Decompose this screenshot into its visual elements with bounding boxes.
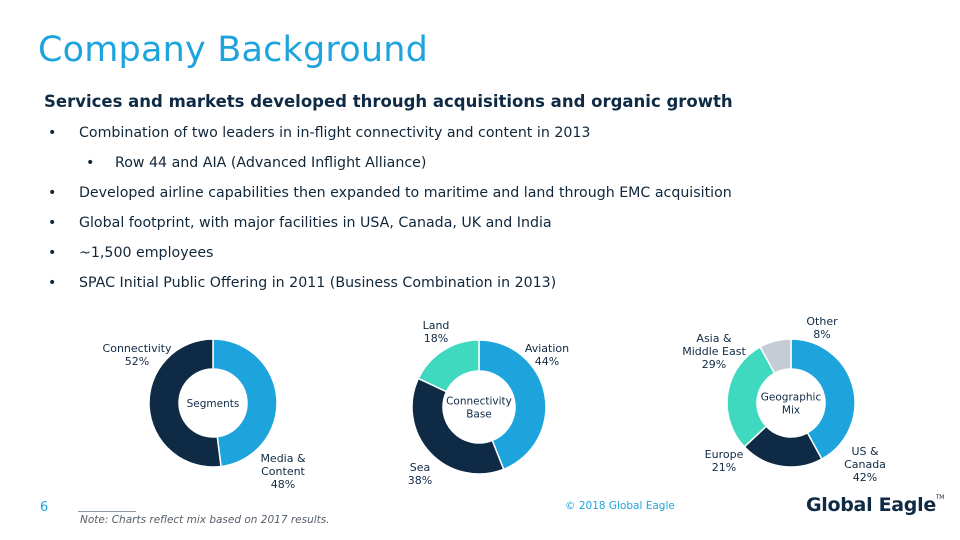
bullet-text: Combination of two leaders in in-flight …	[79, 125, 591, 141]
bullet-text: Row 44 and AIA (Advanced Inflight Allian…	[115, 155, 427, 171]
footnote-rule	[78, 511, 136, 512]
slice-label-line: 42%	[853, 471, 877, 484]
bullet-item: • Developed airline capabilities then exp…	[44, 184, 764, 203]
slice-label-line: Aviation	[525, 342, 569, 355]
slice-label: Connectivity 52%	[103, 342, 172, 368]
slice-label: Other 8%	[806, 315, 838, 341]
slice-label: Sea 38%	[408, 461, 432, 487]
bullet-list: • Combination of two leaders in in-flight…	[44, 124, 764, 304]
bullet-dot: •	[48, 245, 57, 261]
page-number: 6	[40, 500, 49, 515]
donut-slice	[212, 338, 278, 468]
bullet-item: • Row 44 and AIA (Advanced Inflight Allia…	[44, 154, 764, 173]
donut-chart-2: Aviation 44% Sea 38% Land 18% Connectivity Base	[408, 319, 569, 487]
logo-tm: TM	[935, 494, 945, 501]
slide-subtitle: Services and markets developed through a…	[44, 92, 733, 111]
bullet-item: • SPAC Initial Public Offering in 2011 (B…	[44, 274, 764, 293]
bullet-text: Global footprint, with major facilities …	[79, 215, 552, 231]
bullet-dot: •	[86, 155, 95, 171]
donut-slice	[790, 338, 856, 461]
slice-label-line: Connectivity	[103, 342, 172, 355]
center-label-line: Connectivity	[446, 396, 512, 408]
slice-label-line: 29%	[702, 358, 726, 371]
donut-chart-3: US & Canada 42%Europe 21%Asia & Middle East 2…	[682, 315, 886, 484]
slice-label-line: Other	[806, 315, 838, 328]
donut-center-label: Geographic Mix	[761, 392, 822, 417]
donut-slice	[726, 345, 776, 448]
bullet-text: ~1,500 employees	[79, 245, 214, 261]
donut-slice	[411, 377, 505, 475]
slice-label-line: Europe	[705, 448, 744, 461]
slice-label-line: Content	[261, 465, 305, 478]
slice-label-line: 21%	[712, 461, 736, 474]
slice-label: Aviation 44%	[525, 342, 569, 368]
slice-label: US & Canada 42%	[844, 445, 886, 484]
slice-label: Europe 21%	[705, 448, 744, 474]
slice-label-line: 38%	[408, 474, 432, 487]
donut-slice	[148, 338, 222, 468]
slice-label-line: 52%	[125, 355, 149, 368]
bullet-text: SPAC Initial Public Offering in 2011 (Bu…	[79, 275, 557, 291]
center-label-line: Base	[466, 409, 492, 421]
bullet-dot: •	[48, 275, 57, 291]
slide-title: Company Background	[38, 30, 429, 70]
slice-label: Asia & Middle East 29%	[682, 332, 746, 371]
company-logo: Global EagleTM	[806, 494, 944, 516]
slice-label-line: Land	[423, 319, 450, 332]
slice-label-line: 48%	[271, 478, 295, 491]
slice-label-line: 44%	[535, 355, 559, 368]
copyright: © 2018 Global Eagle	[565, 500, 675, 512]
donut-center-label: Connectivity Base	[446, 396, 512, 421]
slice-label-line: Sea	[410, 461, 431, 474]
slice-label-line: Middle East	[682, 345, 746, 358]
slice-label-line: Media &	[260, 452, 306, 465]
bullet-dot: •	[48, 125, 57, 141]
donut-chart-1: Media & Content 48% Connectivity 52% Segments	[103, 338, 306, 491]
bullet-item: • ~1,500 employees	[44, 244, 764, 263]
slice-label: Media & Content 48%	[260, 452, 306, 491]
center-label-line: Segments	[187, 398, 240, 410]
slice-label-line: 18%	[424, 332, 448, 345]
bullet-dot: •	[48, 215, 57, 231]
slice-label-line: 8%	[813, 328, 830, 341]
bullet-dot: •	[48, 185, 57, 201]
donut-center-label: Segments	[187, 398, 240, 410]
bullet-item: • Combination of two leaders in in-flight…	[44, 124, 764, 143]
donut-slice	[478, 339, 547, 471]
center-label-line: Geographic	[761, 392, 822, 404]
bullet-item: • Global footprint, with major facilities…	[44, 214, 764, 233]
logo-text: Global Eagle	[806, 494, 936, 516]
donut-slice	[759, 338, 792, 375]
slice-label-line: US &	[851, 445, 879, 458]
footnote: Note: Charts reflect mix based on 2017 r…	[80, 514, 330, 526]
slice-label-line: Canada	[844, 458, 886, 471]
slice-label-line: Asia &	[696, 332, 732, 345]
bullet-text: Developed airline capabilities then expa…	[79, 185, 732, 201]
center-label-line: Mix	[782, 405, 800, 417]
slice-label: Land 18%	[423, 319, 450, 345]
donut-slice	[417, 339, 480, 393]
